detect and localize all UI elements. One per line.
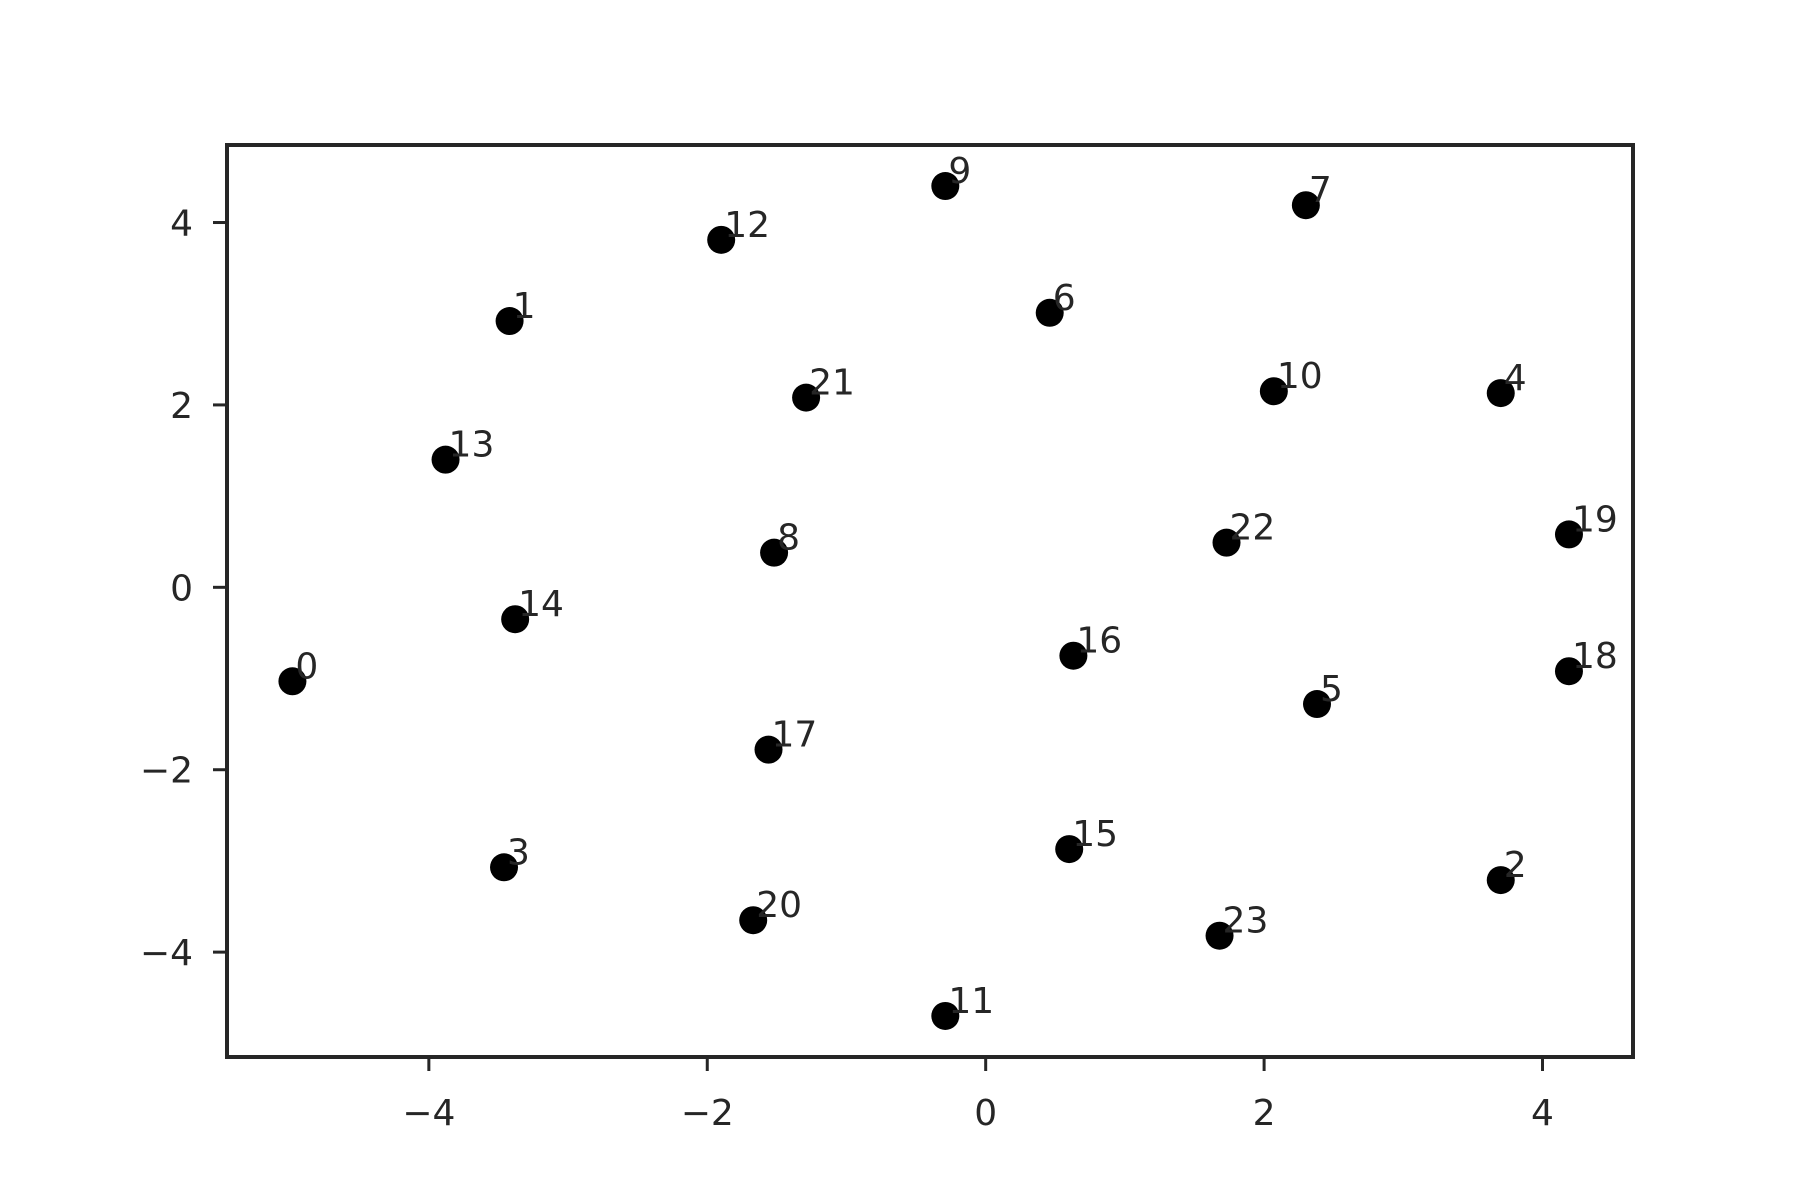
- scatter-point: [931, 1001, 960, 1030]
- scatter-point: [1212, 528, 1241, 557]
- point-label: 11: [948, 981, 994, 1022]
- point-label: 21: [809, 363, 855, 404]
- point-label: 12: [724, 205, 770, 246]
- point-label: 20: [756, 885, 802, 926]
- scatter-point: [501, 605, 530, 634]
- scatter-point: [707, 225, 736, 254]
- scatter-point: [490, 853, 519, 882]
- scatter-point: [1259, 377, 1288, 406]
- scatter-point: [760, 538, 789, 567]
- scatter-point: [495, 307, 524, 336]
- plot-frame: [225, 143, 1635, 1059]
- scatter-point: [1055, 835, 1084, 864]
- scatter-point: [754, 735, 783, 764]
- point-label: 6: [1053, 278, 1076, 319]
- x-tick-label: 2: [1253, 1093, 1276, 1134]
- point-label: 10: [1277, 356, 1323, 397]
- point-label: 15: [1072, 814, 1118, 855]
- point-label: 9: [948, 151, 971, 192]
- x-tick-label: 0: [974, 1093, 997, 1134]
- scatter-point: [1059, 641, 1088, 670]
- y-tick-label: −4: [140, 933, 193, 974]
- scatter-point: [1554, 520, 1583, 549]
- point-label: 14: [518, 584, 564, 625]
- point-label: 13: [449, 425, 495, 466]
- scatter-point: [1554, 657, 1583, 686]
- scatter-point: [931, 172, 960, 201]
- y-tick-label: 4: [170, 204, 193, 245]
- y-tick-label: 2: [170, 386, 193, 427]
- point-label: 22: [1230, 508, 1276, 549]
- scatter-point: [431, 445, 460, 474]
- scatter-point: [1291, 191, 1320, 220]
- x-tick-label: −4: [402, 1093, 455, 1134]
- scatter-point: [1486, 866, 1515, 895]
- point-label: 18: [1572, 636, 1618, 677]
- point-label: 4: [1504, 358, 1527, 399]
- scatter-point: [1205, 921, 1234, 950]
- point-label: 8: [777, 518, 800, 559]
- point-label: 5: [1320, 669, 1343, 710]
- scatter-point: [1302, 690, 1331, 719]
- point-label: 7: [1309, 170, 1332, 211]
- point-label: 3: [507, 832, 530, 873]
- scatter-point: [1035, 298, 1064, 327]
- scatter-point: [792, 383, 821, 412]
- point-label: 0: [295, 646, 318, 687]
- point-label: 1: [513, 286, 536, 327]
- y-tick-label: 0: [170, 568, 193, 609]
- scatter-point: [278, 667, 307, 696]
- point-label: 19: [1572, 499, 1618, 540]
- x-tick-label: −2: [681, 1093, 734, 1134]
- y-tick-label: −2: [140, 751, 193, 792]
- point-label: 17: [772, 715, 818, 756]
- point-label: 2: [1504, 845, 1527, 886]
- point-label: 16: [1076, 621, 1122, 662]
- axes-layer: −4 −2 0 2 4 −4 −2 0 2 4: [140, 204, 1554, 1134]
- point-label: 23: [1223, 901, 1269, 942]
- scatter-point: [739, 906, 768, 935]
- x-tick-label: 4: [1531, 1093, 1554, 1134]
- scatter-point: [1486, 379, 1515, 408]
